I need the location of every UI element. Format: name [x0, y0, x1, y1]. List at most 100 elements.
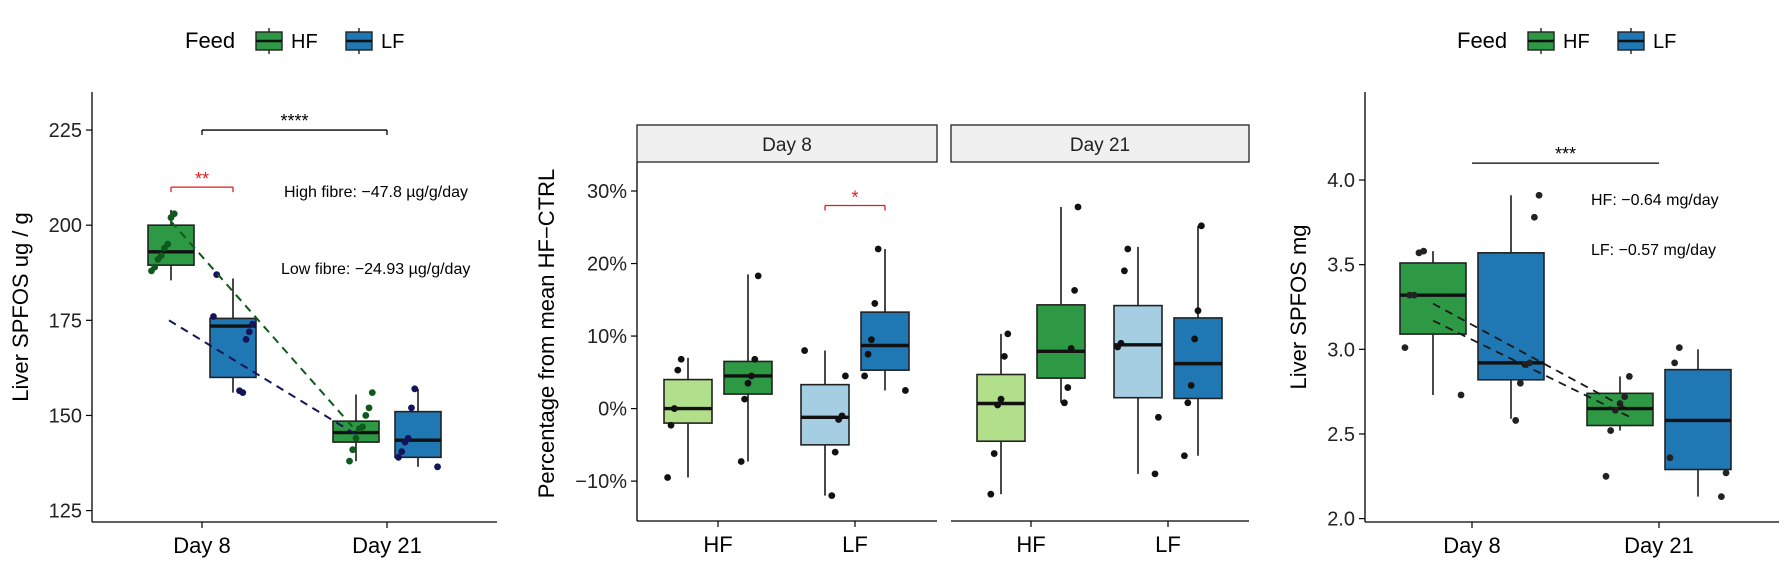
box-iqr — [1036, 304, 1086, 379]
x-tick-label: Day 21 — [1624, 533, 1694, 558]
trend-line-lf — [1432, 319, 1631, 418]
data-point — [242, 335, 250, 343]
data-point — [874, 245, 882, 253]
box-iqr — [1399, 262, 1467, 335]
data-point — [871, 300, 879, 307]
legend-key-lf — [345, 28, 373, 54]
data-point — [1607, 427, 1615, 434]
data-point — [1675, 344, 1683, 352]
data-point — [210, 313, 217, 320]
data-point — [754, 272, 762, 280]
trend-line-hf — [170, 220, 357, 432]
sig-label: * — [851, 188, 858, 208]
data-point — [1535, 191, 1543, 199]
data-point — [352, 434, 360, 442]
y-axis-title: Liver SPFOS mg — [1286, 224, 1311, 389]
data-point — [1155, 413, 1162, 421]
x-tick-label: Day 8 — [1443, 533, 1500, 558]
data-point — [1071, 286, 1078, 294]
legend-label: LF — [1653, 31, 1676, 53]
data-point — [868, 336, 875, 344]
data-point — [1717, 493, 1725, 501]
data-point — [1001, 352, 1008, 360]
box-day-8-lf-1 — [860, 245, 910, 394]
data-point — [346, 457, 353, 465]
data-point — [365, 404, 373, 412]
x-tick-label: Day 21 — [352, 533, 422, 558]
x-tick-label: LF — [842, 532, 868, 557]
data-point — [1526, 359, 1534, 367]
box-lf-day-21 — [1664, 344, 1732, 501]
legend-label: HF — [1563, 31, 1590, 53]
data-point — [737, 458, 745, 465]
legend-label: HF — [291, 31, 318, 53]
y-tick-label: 2.5 — [1327, 424, 1355, 446]
data-point — [1004, 330, 1012, 338]
data-point — [997, 395, 1005, 403]
y-axis-title: Percentage from mean HF−CTRL — [534, 169, 559, 499]
box-day-8-hf-1 — [723, 272, 773, 465]
y-tick-label: 20% — [587, 254, 627, 276]
annotation-high-fibre: High fibre: −47.8 µg/g/day — [284, 184, 468, 201]
box-hf-day-8 — [147, 209, 195, 281]
box-hf-day-21 — [1586, 373, 1654, 480]
data-point — [1187, 381, 1195, 389]
facet-strip — [950, 124, 1250, 163]
y-axis-title: Liver SPFOS ug / g — [8, 212, 33, 402]
data-point — [1121, 267, 1128, 275]
data-point — [864, 350, 872, 358]
data-point — [1671, 359, 1679, 367]
box-iqr — [1173, 317, 1223, 400]
data-point — [861, 372, 868, 380]
data-point — [677, 355, 685, 363]
box-day-21-hf-0 — [976, 330, 1026, 498]
data-point — [1530, 213, 1538, 221]
x-tick-label: Day 8 — [173, 533, 230, 558]
legend-label: LF — [381, 31, 404, 53]
data-point — [404, 434, 412, 442]
data-point — [1181, 452, 1188, 460]
data-point — [1625, 373, 1633, 380]
data-point — [1191, 335, 1198, 343]
data-point — [170, 210, 178, 218]
data-point — [1117, 339, 1125, 347]
box-day-21-lf-0 — [1113, 245, 1163, 478]
data-point — [1457, 391, 1465, 399]
data-point — [1064, 384, 1072, 391]
y-tick-label: 125 — [49, 501, 82, 523]
data-point — [990, 450, 998, 457]
data-point — [902, 387, 909, 394]
y-tick-label: 10% — [587, 326, 627, 348]
data-point — [751, 355, 759, 363]
facet-label: Day 8 — [762, 135, 812, 156]
data-point — [411, 385, 419, 393]
legend-key-lf — [1617, 28, 1645, 54]
data-point — [359, 423, 366, 431]
y-tick-label: 175 — [49, 310, 82, 332]
y-tick-label: 2.0 — [1327, 509, 1355, 531]
data-point — [1602, 472, 1610, 480]
annotation-lf: LF: −0.57 mg/day — [1591, 242, 1716, 259]
data-point — [151, 263, 159, 271]
data-point — [395, 453, 402, 461]
legend-key-hf — [255, 28, 283, 54]
data-point — [1151, 470, 1159, 478]
data-point — [434, 463, 441, 471]
box-lf-day-8 — [1477, 191, 1545, 424]
data-point — [664, 474, 671, 481]
data-point — [1198, 222, 1205, 230]
data-point — [349, 446, 357, 454]
data-point — [1067, 344, 1075, 352]
data-point — [1406, 291, 1414, 299]
data-point — [1074, 203, 1082, 211]
data-point — [838, 412, 846, 420]
y-tick-label: 200 — [49, 215, 82, 237]
data-point — [741, 395, 748, 403]
y-tick-label: 150 — [49, 405, 82, 427]
panel-percentage-change: Percentage from mean HF−CTRL −10% 0% 10% 20%… — [534, 124, 1250, 557]
annotation-low-fibre: Low fibre: −24.93 µg/g/day — [281, 261, 470, 278]
box-iqr — [976, 373, 1026, 443]
box-iqr — [1113, 304, 1163, 399]
data-point — [748, 372, 755, 380]
box-iqr — [860, 311, 910, 371]
